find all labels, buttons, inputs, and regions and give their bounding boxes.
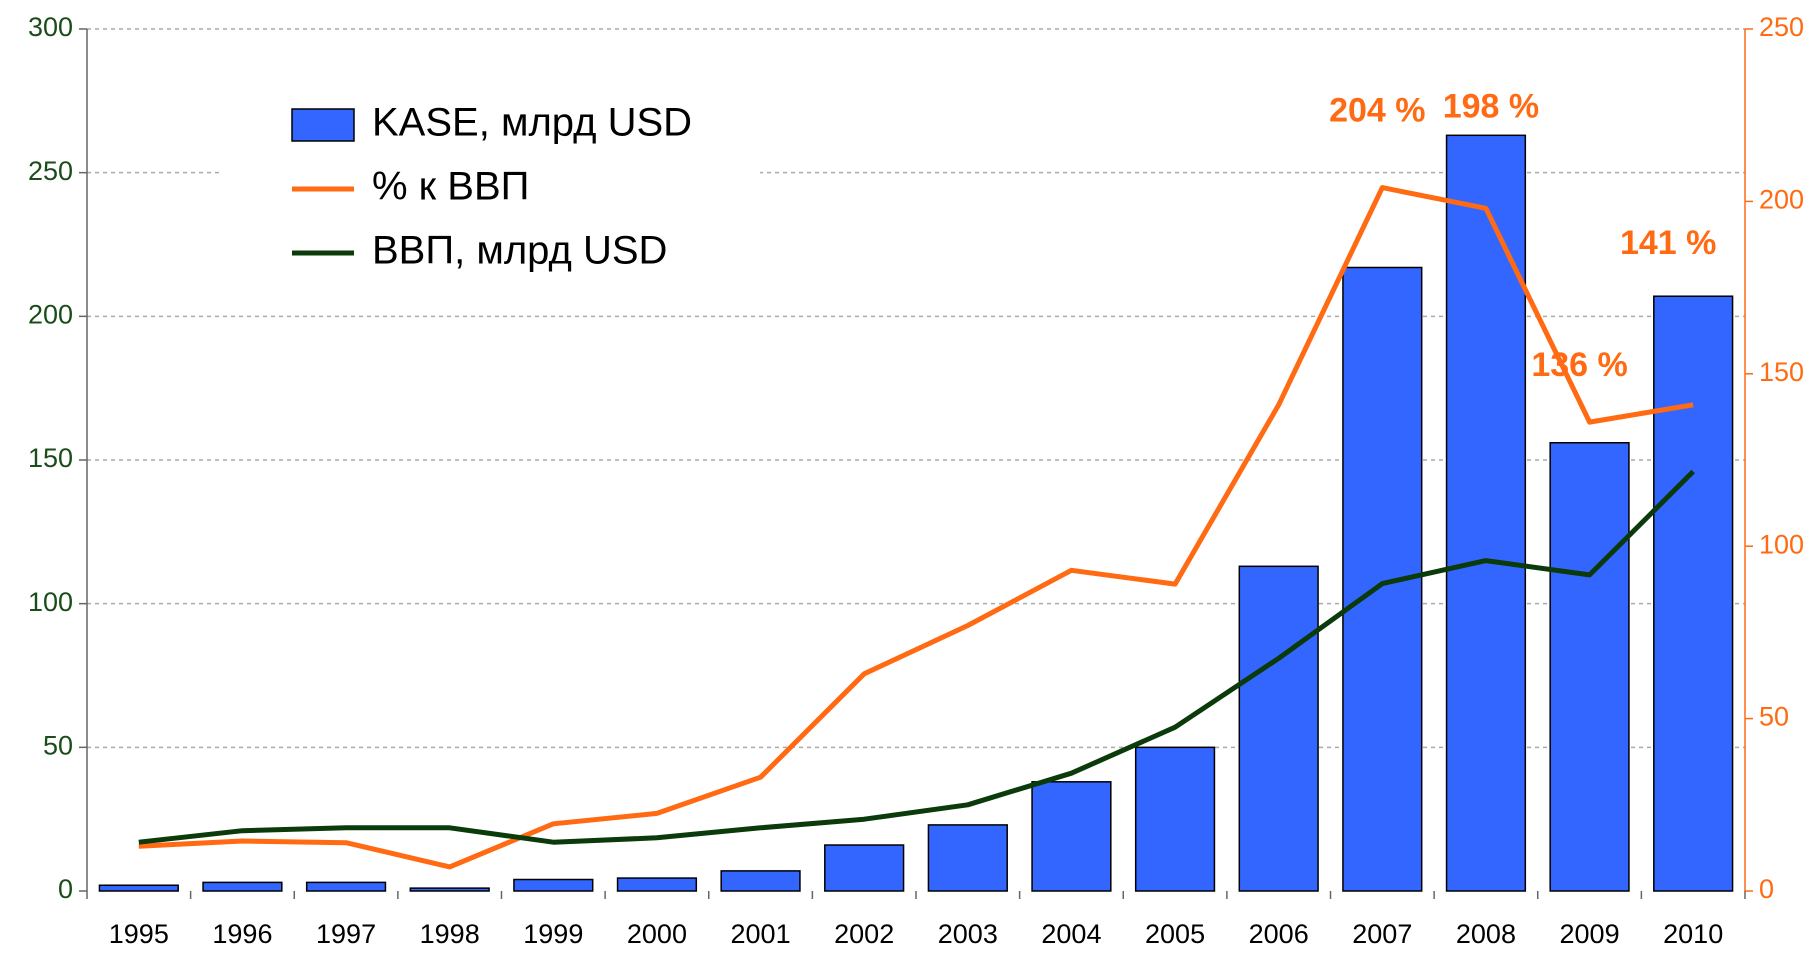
x-tick-label: 2007 — [1352, 919, 1412, 949]
x-tick-label: 1996 — [212, 919, 272, 949]
line — [138, 469, 1695, 845]
value-label: 198 % — [1443, 87, 1539, 125]
bar — [98, 884, 179, 892]
bar — [616, 877, 698, 892]
x-tick-label: 2002 — [834, 919, 894, 949]
x-tick-label: 1999 — [523, 919, 583, 949]
legend-swatch — [291, 108, 355, 142]
y-tick-label: 50 — [43, 730, 73, 760]
x-tick-label: 1995 — [109, 919, 169, 949]
bar — [1653, 295, 1734, 892]
x-tick-label: 2010 — [1663, 919, 1723, 949]
legend-label: % к ВВП — [372, 165, 529, 209]
legend-label: ВВП, млрд USD — [372, 229, 667, 273]
x-tick-label: 2003 — [938, 919, 998, 949]
bar — [720, 870, 801, 892]
y2-tick-label: 50 — [1759, 702, 1789, 732]
y2-tick-label: 0 — [1759, 874, 1774, 904]
y2-tick-label: 200 — [1759, 185, 1804, 215]
value-label: 204 % — [1329, 92, 1425, 130]
x-tick-label: 2009 — [1560, 919, 1620, 949]
y2-tick-label: 100 — [1759, 529, 1804, 559]
y2-tick-label: 150 — [1759, 357, 1804, 387]
bar — [1549, 442, 1630, 892]
bar — [1238, 565, 1319, 892]
x-tick-label: 2006 — [1249, 919, 1309, 949]
bar — [305, 881, 387, 892]
bar — [927, 824, 1008, 892]
y-tick-label: 150 — [28, 443, 73, 473]
x-tick-label: 1997 — [316, 919, 376, 949]
bar — [202, 881, 283, 892]
y-tick-label: 300 — [28, 12, 73, 42]
value-label: 141 % — [1620, 224, 1716, 262]
bar — [1445, 134, 1527, 892]
line — [138, 185, 1694, 870]
x-tick-label: 2004 — [1041, 919, 1101, 949]
bar — [513, 878, 594, 892]
bar — [1031, 781, 1112, 892]
bar — [409, 887, 490, 892]
legend-label: KASE, млрд USD — [372, 101, 692, 145]
y-tick-label: 100 — [28, 587, 73, 617]
x-tick-label: 2000 — [627, 919, 687, 949]
x-tick-label: 2008 — [1456, 919, 1516, 949]
y-tick-label: 0 — [58, 874, 73, 904]
bar — [824, 844, 905, 892]
y2-tick-label: 250 — [1759, 12, 1804, 42]
x-tick-label: 1998 — [420, 919, 480, 949]
x-tick-label: 2001 — [731, 919, 791, 949]
x-tick-label: 2005 — [1145, 919, 1205, 949]
y-tick-label: 250 — [28, 156, 73, 186]
y-tick-label: 200 — [28, 299, 73, 329]
bar — [1134, 746, 1216, 892]
value-label: 136 % — [1531, 346, 1627, 384]
